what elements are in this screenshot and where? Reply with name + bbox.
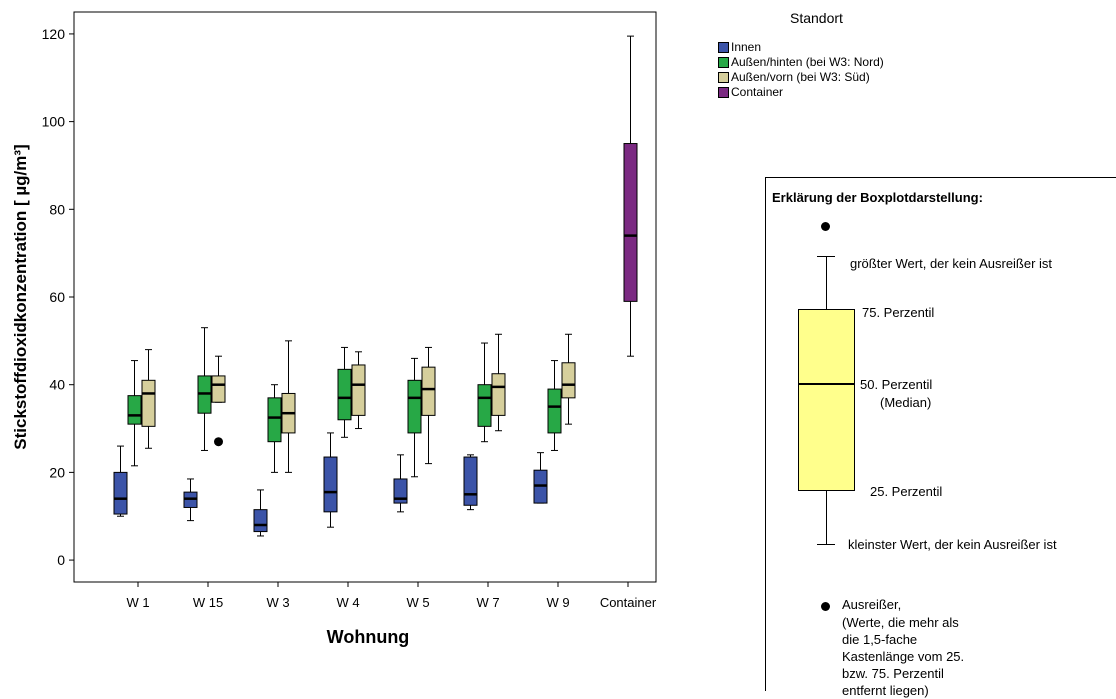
example-outlier-dot [821,222,830,231]
legend-item-aussen-vorn: Außen/vorn (bei W3: Süd) [718,70,870,84]
example-upper-whisker [826,256,827,309]
box [421,366,436,416]
outlier-description: (Werte, die mehr als die 1,5-fache Kaste… [842,615,965,698]
box [407,379,422,434]
box [463,456,478,506]
outlier-label: Ausreißer, [842,597,902,612]
median-label: (Median) [880,395,932,410]
box [141,379,156,427]
legend-item-aussen-hinten: Außen/hinten (bei W3: Nord) [718,55,884,69]
x-tick-label: W 15 [193,595,223,610]
boxplot-w5-s1 [407,357,422,478]
example-box [798,309,855,491]
boxplot-w7-s2 [491,333,506,432]
y-tick-label: 80 [49,201,65,217]
p50-label: 50. Perzentil [860,377,933,392]
explanation-title: Erklärung der Boxplotdarstellung: [772,190,983,205]
boxplot-w9-s2 [561,333,576,425]
y-tick-label: 0 [57,552,65,568]
legend-title: Standort [790,10,843,26]
legend-item-innen: Innen [718,40,761,54]
plot-frame [73,11,657,583]
boxplot-explanation-panel: Erklärung der Boxplotdarstellung: größte… [765,177,1116,698]
p25-label: 25. Perzentil [870,484,943,499]
legend-swatch [718,71,729,83]
p75-label: 75. Perzentil [862,305,935,320]
legend-label: Außen/hinten (bei W3: Nord) [731,55,884,69]
boxplot-w15-s0 [183,478,198,522]
boxplot-w15-s1 [197,327,212,451]
boxplot-w4-s1 [337,346,352,438]
boxplot-w3-s2 [281,340,296,473]
x-axis-label: Wohnung [327,627,410,647]
boxplot-container-s3 [623,35,638,357]
box [323,456,338,513]
example-min-whisker-cap [817,544,835,545]
boxplot-w4-s2 [351,351,366,430]
y-axis-label: Stickstoffdioxidkonzentration [ µg/m³] [11,144,30,449]
box [351,364,366,416]
legend-swatch [718,56,729,68]
outlier-point [214,437,223,447]
x-tick-label: W 9 [546,595,569,610]
boxplot-w3-s1 [267,384,282,473]
box [477,384,492,427]
boxplot-chart: 0 20 40 60 80 100 120 W 1 W 15 W 3 W 4 W 5 W 7 W 9 Con… [11,11,657,647]
legend-label: Außen/vorn (bei W3: Süd) [731,70,870,84]
box [561,362,576,399]
min-label: kleinster Wert, der kein Ausreißer ist [848,537,1057,552]
y-tick-label: 40 [49,377,65,393]
boxplot-w5-s2 [421,346,436,465]
max-label: größter Wert, der kein Ausreißer ist [850,256,1053,271]
x-tick-label: W 3 [266,595,289,610]
box [127,395,142,425]
boxplot-w7-s1 [477,342,492,443]
box [337,368,352,421]
boxplot-w7-s0 [463,454,478,511]
y-tick-label: 100 [42,114,66,130]
legend-label: Innen [731,40,762,54]
y-tick-label: 120 [42,26,66,42]
boxplot-w1-s1 [127,360,142,467]
boxplot-w1-s0 [113,445,128,517]
legend-label: Container [731,85,784,99]
box [547,388,562,434]
box [211,375,226,403]
box [113,471,128,515]
boxplot-w5-s0 [393,454,408,513]
x-tick-label: W 7 [476,595,499,610]
example-median-line [798,383,855,385]
box [393,478,408,504]
box [491,373,506,416]
boxplot-w9-s1 [547,360,562,451]
box [253,509,268,533]
boxplot-w3-s0 [253,489,268,537]
example-lower-whisker [826,491,827,544]
x-tick-label: W 1 [126,595,149,610]
x-tick-label: W 5 [406,595,429,610]
outlier-legend-dot [821,602,830,611]
x-tick-label: Container [600,595,657,610]
boxplot-w15-s2 [211,355,226,447]
box [267,397,282,443]
box [623,143,638,302]
boxplot-w1-s2 [141,349,156,449]
boxplot-w4-s0 [323,432,338,528]
legend-swatch [718,41,729,53]
y-tick-label: 20 [49,464,65,480]
boxplot-w9-s0 [533,452,548,504]
x-tick-label: W 4 [336,595,359,610]
legend-item-container: Container [718,85,783,99]
legend-swatch [718,86,729,98]
y-tick-label: 60 [49,289,65,305]
